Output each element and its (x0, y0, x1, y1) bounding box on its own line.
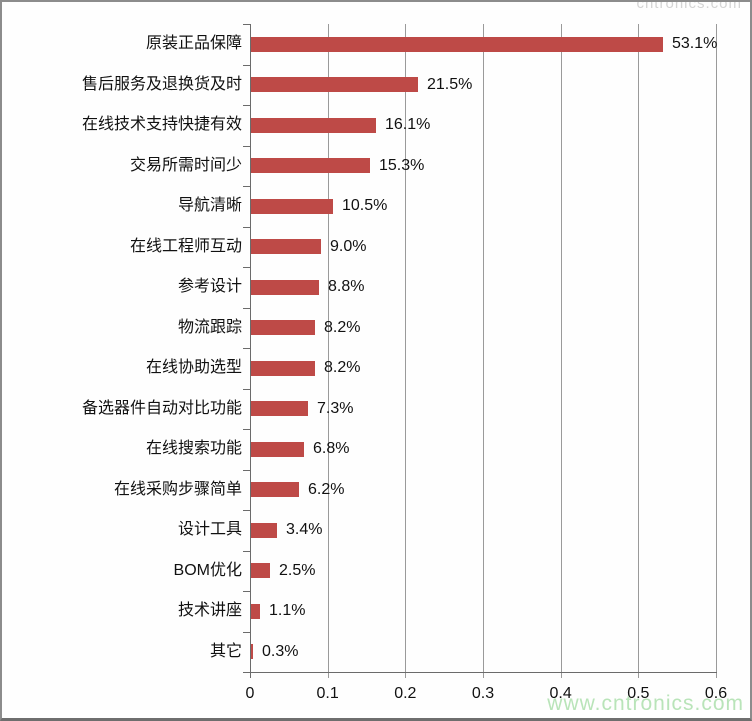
category-tick (243, 550, 250, 552)
bar (251, 401, 308, 417)
bar (251, 603, 260, 619)
bar (251, 360, 315, 376)
bar (251, 239, 321, 255)
category-tick (243, 429, 250, 430)
category-tick (243, 307, 250, 309)
x-gridline (483, 24, 484, 678)
bar-value-label: 3.4% (286, 521, 323, 539)
category-label: 在线技术支持快捷有效 (81, 116, 242, 134)
category-tick (243, 469, 250, 471)
bar-value-label: 8.8% (328, 278, 365, 296)
category-label: 在线工程师互动 (129, 237, 242, 255)
bar-value-label: 6.8% (313, 440, 350, 458)
bar-value-label: 1.1% (269, 602, 306, 620)
category-label: 在线搜索功能 (145, 440, 242, 458)
category-tick (243, 186, 250, 187)
category-tick (243, 510, 250, 511)
x-axis-tick-label: 0.3 (471, 685, 495, 702)
bar-value-label: 8.2% (324, 359, 361, 377)
category-label: 物流跟踪 (177, 318, 242, 336)
x-axis-line (250, 672, 717, 673)
bar (251, 563, 270, 579)
bar (251, 158, 370, 174)
bar (251, 198, 333, 214)
x-axis-tick-label: 0 (245, 685, 255, 702)
category-tick (243, 672, 250, 673)
x-axis-tick-label: 0.5 (627, 685, 650, 702)
x-axis-tick-label: 0.2 (394, 685, 417, 702)
x-gridline (638, 24, 640, 678)
bar (251, 522, 277, 538)
bar-value-label: 53.1% (672, 35, 718, 53)
category-label: 导航清晰 (177, 197, 242, 215)
bar-value-label: 8.2% (324, 318, 361, 336)
bar-value-label: 0.3% (262, 642, 299, 660)
bar-value-label: 16.1% (385, 116, 431, 134)
category-label: 备选器件自动对比功能 (81, 399, 242, 417)
category-tick (243, 591, 250, 592)
bar-value-label: 9.0% (330, 237, 367, 255)
category-label: BOM优化 (173, 561, 242, 579)
category-tick (243, 348, 250, 349)
category-label: 参考设计 (177, 278, 242, 296)
category-tick (243, 226, 250, 228)
category-tick (243, 145, 250, 147)
category-tick (243, 388, 250, 390)
category-tick (243, 24, 250, 25)
category-tick (243, 64, 250, 66)
category-label: 在线协助选型 (145, 359, 242, 377)
x-gridline (405, 24, 407, 678)
category-tick (243, 105, 250, 106)
bar (251, 482, 299, 498)
bar (251, 441, 304, 457)
category-label: 设计工具 (177, 521, 242, 539)
bar-value-label: 2.5% (279, 561, 316, 579)
category-label: 售后服务及退换货及时 (81, 75, 242, 93)
bar (251, 36, 663, 52)
bar (251, 77, 418, 93)
bar-value-label: 6.2% (308, 480, 345, 498)
top-watermark: chtronics.com (636, 0, 742, 12)
bar (251, 320, 315, 336)
category-label: 原装正品保障 (145, 35, 242, 53)
category-tick (243, 631, 250, 633)
bar-value-label: 15.3% (379, 156, 425, 174)
x-gridline (327, 24, 329, 678)
category-label: 技术讲座 (177, 602, 242, 620)
x-axis-tick-label: 0.4 (549, 685, 572, 702)
bar (251, 279, 319, 295)
bar-value-label: 10.5% (342, 197, 388, 215)
category-label: 在线采购步骤简单 (113, 480, 242, 498)
category-label: 其它 (209, 642, 242, 660)
bar-value-label: 7.3% (317, 399, 354, 417)
x-gridline (560, 24, 562, 678)
x-axis-tick-label: 0.1 (316, 685, 339, 702)
x-axis-tick-label: 0.6 (704, 685, 728, 702)
bar (251, 117, 376, 133)
category-label: 交易所需时间少 (129, 156, 242, 174)
bar (251, 644, 253, 660)
y-axis-line (250, 24, 251, 678)
x-gridline (716, 24, 717, 678)
bar-value-label: 21.5% (427, 75, 473, 93)
category-tick (243, 267, 250, 268)
